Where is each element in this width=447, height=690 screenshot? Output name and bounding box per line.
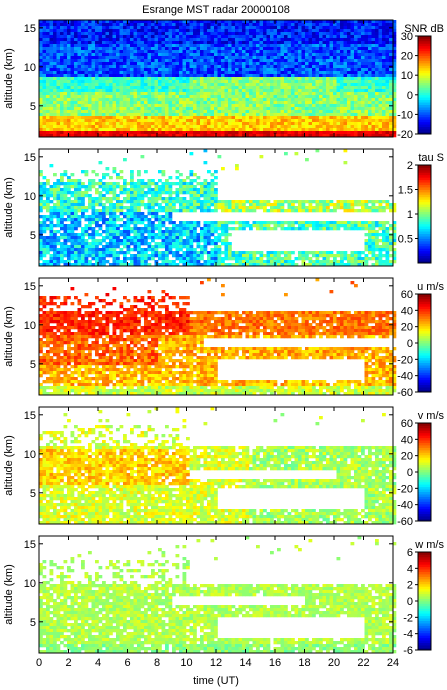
colorbar-tick-label: 1.5 [398, 185, 413, 197]
y-axis-label: altitude (km) [3, 306, 15, 367]
colorbar-tick-label: 30 [401, 31, 413, 43]
panel-3: 5 10 15 altitude (km) -60 -40 -20 0 20 40 60 u m/s [3, 277, 444, 399]
colorbar-tick-label: 1 [407, 209, 413, 221]
y-tick-label: 15 [24, 281, 36, 293]
y-tick-label: 5 [30, 101, 36, 113]
heatmap-field [39, 278, 397, 396]
y-tick-label: 10 [24, 449, 36, 461]
colorbar-tick-label: -10 [397, 109, 413, 121]
y-tick-label: 15 [24, 410, 36, 422]
x-tick-label: 8 [154, 657, 160, 669]
colorbar-tick-label: 0 [407, 467, 413, 479]
colorbar-tick-label: 60 [401, 289, 413, 301]
colorbar-tick-label: -40 [397, 500, 413, 512]
y-axis-label: altitude (km) [3, 48, 15, 109]
x-tick-label: 14 [239, 657, 251, 669]
colorbar-label: v m/s [418, 410, 445, 422]
x-tick-label: 0 [36, 657, 42, 669]
y-tick-label: 15 [24, 539, 36, 551]
colorbar-tick-label: 2 [407, 160, 413, 172]
colorbar-tick-label: -20 [397, 483, 413, 495]
y-tick-label: 10 [24, 62, 36, 74]
y-axis-label: altitude (km) [3, 564, 15, 625]
x-tick-label: 10 [180, 657, 192, 669]
colorbar-tick-label: 0 [407, 90, 413, 102]
y-tick-label: 5 [30, 617, 36, 629]
x-axis-label: time (UT) [193, 675, 239, 687]
y-axis-label: altitude (km) [3, 177, 15, 238]
heatmap-field [39, 149, 397, 267]
colorbar-tick-label: -60 [397, 516, 413, 528]
x-tick-label: 4 [95, 657, 101, 669]
colorbar: -6 -4 -2 0 2 4 6w m/s [403, 539, 444, 657]
figure-title: Esrange MST radar 20000108 [142, 4, 290, 16]
colorbar-tick-label: 20 [401, 51, 413, 63]
colorbar-tick-label: -6 [403, 645, 413, 657]
colorbar-label: u m/s [417, 281, 444, 293]
colorbar-tick-label: -20 [397, 354, 413, 366]
x-tick-label: 16 [269, 657, 281, 669]
colorbar-label: w m/s [414, 539, 444, 551]
x-tick-label: 2 [65, 657, 71, 669]
y-tick-label: 10 [24, 191, 36, 203]
colorbar-label: SNR dB [404, 23, 444, 35]
colorbar: 0.5 1 1.5 2 tau S [398, 152, 444, 264]
heatmap-field [39, 536, 397, 654]
y-tick-label: 5 [30, 488, 36, 500]
colorbar: -60 -40 -20 0 20 40 60 v m/s [397, 410, 444, 528]
colorbar-tick-label: -4 [403, 629, 413, 641]
colorbar-tick-label: 0.5 [398, 234, 413, 246]
y-axis-label: altitude (km) [3, 435, 15, 496]
y-tick-label: 10 [24, 578, 36, 590]
x-tick-label: 22 [357, 657, 369, 669]
colorbar-tick-label: -60 [397, 387, 413, 399]
colorbar-tick-label: 0 [407, 596, 413, 608]
panel-2: 5 10 15 altitude (km) 0.5 1 1.5 2 tau S [3, 148, 444, 267]
y-tick-label: 5 [30, 230, 36, 242]
x-tick-label: 12 [210, 657, 222, 669]
colorbar-tick-label: 6 [407, 547, 413, 559]
colorbar: -60 -40 -20 0 20 40 60 u m/s [397, 281, 444, 399]
heatmap-field [39, 407, 397, 525]
colorbar-tick-label: 10 [401, 70, 413, 82]
colorbar-tick-label: 2 [407, 580, 413, 592]
colorbar-tick-label: 60 [401, 418, 413, 430]
panel-4: 5 10 15 altitude (km) -60 -40 -20 0 20 40 60 v m/s [3, 406, 444, 528]
colorbar-tick-label: 40 [401, 434, 413, 446]
x-tick-label: 20 [328, 657, 340, 669]
colorbar-tick-label: -40 [397, 371, 413, 383]
x-tick-label: 24 [387, 657, 399, 669]
colorbar-tick-label: -20 [397, 129, 413, 141]
x-tick-label: 6 [124, 657, 130, 669]
heatmap-field [39, 20, 397, 138]
y-tick-label: 15 [24, 23, 36, 35]
y-tick-label: 5 [30, 359, 36, 371]
colorbar-tick-label: 20 [401, 322, 413, 334]
x-tick-label: 18 [298, 657, 310, 669]
colorbar-tick-label: 40 [401, 305, 413, 317]
colorbar-label: tau S [418, 152, 444, 164]
colorbar-tick-label: -2 [403, 612, 413, 624]
colorbar-tick-label: 4 [407, 563, 413, 575]
colorbar-tick-label: 20 [401, 451, 413, 463]
y-tick-label: 15 [24, 152, 36, 164]
colorbar-tick-label: 0 [407, 338, 413, 350]
y-tick-label: 10 [24, 320, 36, 332]
